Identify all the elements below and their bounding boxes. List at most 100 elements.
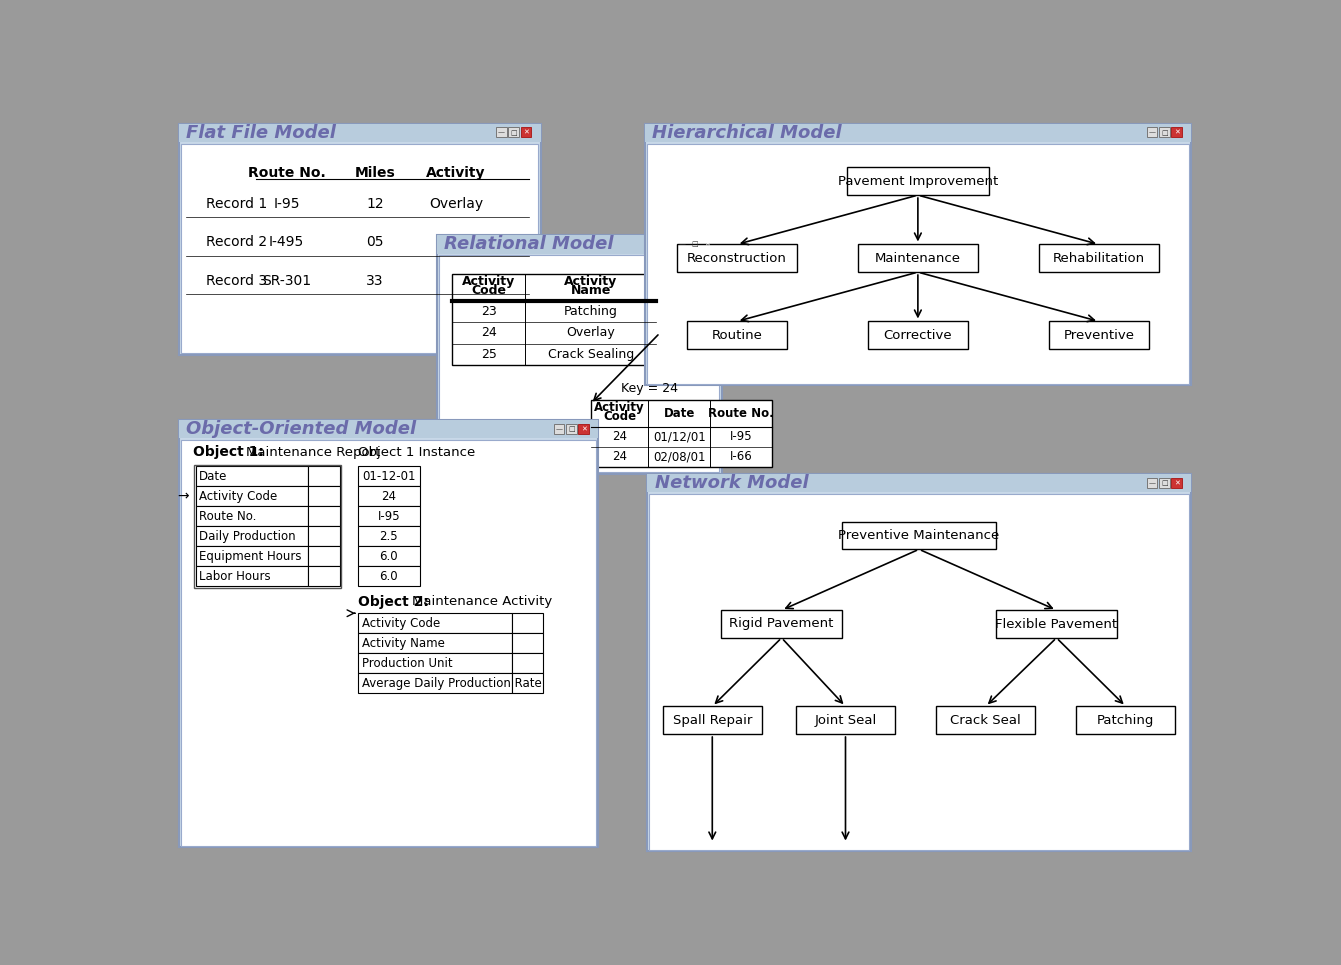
Text: Code: Code [603, 410, 636, 424]
Text: Activity: Activity [565, 275, 617, 288]
Text: —: — [555, 427, 563, 432]
FancyBboxPatch shape [797, 706, 894, 734]
FancyBboxPatch shape [1171, 478, 1181, 487]
FancyBboxPatch shape [512, 613, 543, 633]
Text: Crack Seal: Crack Seal [951, 714, 1021, 727]
Text: 25: 25 [480, 348, 496, 361]
Text: ✕: ✕ [523, 129, 528, 136]
Text: Record 3: Record 3 [205, 274, 267, 288]
Text: Record 2: Record 2 [205, 235, 267, 249]
Text: Name: Name [570, 284, 610, 297]
Text: Object 1 Instance: Object 1 Instance [358, 446, 475, 458]
FancyBboxPatch shape [566, 424, 577, 434]
Text: Route No.: Route No. [708, 406, 774, 420]
Text: ✕: ✕ [704, 241, 709, 247]
Text: 12: 12 [366, 197, 384, 210]
FancyBboxPatch shape [578, 424, 589, 434]
FancyBboxPatch shape [1147, 478, 1157, 487]
Text: Pavement Improvement: Pavement Improvement [838, 175, 998, 188]
FancyBboxPatch shape [178, 124, 540, 142]
Text: 05: 05 [366, 235, 384, 249]
FancyBboxPatch shape [437, 235, 721, 254]
FancyBboxPatch shape [196, 466, 308, 486]
FancyBboxPatch shape [645, 124, 1191, 142]
FancyBboxPatch shape [196, 486, 308, 507]
FancyBboxPatch shape [437, 235, 721, 474]
FancyBboxPatch shape [178, 420, 598, 847]
Text: 6.0: 6.0 [380, 550, 398, 563]
FancyBboxPatch shape [590, 400, 771, 467]
FancyBboxPatch shape [1159, 127, 1169, 137]
FancyBboxPatch shape [358, 613, 512, 633]
Text: Reconstruction: Reconstruction [687, 252, 787, 264]
FancyBboxPatch shape [1171, 127, 1181, 137]
Text: Route No.: Route No. [198, 510, 256, 523]
Text: Activity Code: Activity Code [198, 489, 278, 503]
Text: Activity: Activity [463, 275, 515, 288]
Text: SR-301: SR-301 [261, 274, 311, 288]
Text: 2.5: 2.5 [380, 530, 398, 542]
FancyBboxPatch shape [496, 127, 507, 137]
FancyBboxPatch shape [508, 127, 519, 137]
FancyBboxPatch shape [689, 239, 700, 249]
Text: 6.0: 6.0 [380, 569, 398, 583]
FancyBboxPatch shape [452, 274, 656, 366]
Text: Activity: Activity [426, 166, 485, 179]
Text: 33: 33 [366, 274, 384, 288]
FancyBboxPatch shape [720, 610, 842, 638]
FancyBboxPatch shape [646, 144, 1189, 384]
Text: I-66: I-66 [730, 451, 752, 463]
FancyBboxPatch shape [358, 466, 420, 486]
FancyBboxPatch shape [846, 167, 990, 195]
Text: I-95: I-95 [274, 197, 300, 210]
Text: →: → [177, 489, 189, 503]
Text: Daily Production: Daily Production [198, 530, 295, 542]
Text: Corrective: Corrective [884, 329, 952, 342]
Text: Network Model: Network Model [654, 474, 809, 492]
FancyBboxPatch shape [677, 239, 688, 249]
Text: Maintenance: Maintenance [874, 252, 961, 264]
Text: Key = 24: Key = 24 [621, 382, 679, 395]
Text: 01-12-01: 01-12-01 [362, 470, 416, 482]
FancyBboxPatch shape [512, 674, 543, 693]
Text: I-95: I-95 [730, 430, 752, 443]
FancyBboxPatch shape [308, 486, 341, 507]
FancyBboxPatch shape [1159, 478, 1169, 487]
Text: —: — [498, 129, 504, 136]
FancyBboxPatch shape [181, 144, 538, 353]
Text: I-495: I-495 [268, 235, 304, 249]
Text: Flexible Pavement: Flexible Pavement [995, 618, 1117, 630]
Text: Date: Date [664, 406, 695, 420]
Text: I-95: I-95 [378, 510, 400, 523]
Text: Activity Code: Activity Code [362, 617, 440, 630]
Text: —: — [1148, 481, 1156, 486]
Text: 24: 24 [611, 451, 628, 463]
FancyBboxPatch shape [308, 566, 341, 587]
Text: Activity Name: Activity Name [362, 637, 445, 649]
Text: Equipment Hours: Equipment Hours [198, 550, 302, 563]
Text: Record 1: Record 1 [205, 197, 267, 210]
FancyBboxPatch shape [439, 255, 719, 472]
Text: Patching: Patching [1097, 714, 1155, 727]
FancyBboxPatch shape [308, 526, 341, 546]
Text: Routine: Routine [712, 329, 763, 342]
Text: Rehabilitation: Rehabilitation [1053, 252, 1145, 264]
Text: Overlay: Overlay [566, 326, 616, 340]
FancyBboxPatch shape [858, 244, 978, 272]
FancyBboxPatch shape [178, 124, 540, 354]
FancyBboxPatch shape [995, 610, 1117, 638]
Text: 23: 23 [480, 305, 496, 317]
Text: Labor Hours: Labor Hours [198, 569, 271, 583]
Text: ✕: ✕ [1173, 481, 1180, 486]
Text: Code: Code [471, 284, 506, 297]
Text: Object-Oriented Model: Object-Oriented Model [186, 420, 417, 438]
Text: Preventive: Preventive [1063, 329, 1134, 342]
FancyBboxPatch shape [554, 424, 565, 434]
Text: Spall Repair: Spall Repair [673, 714, 752, 727]
Text: 02/08/01: 02/08/01 [653, 451, 705, 463]
FancyBboxPatch shape [196, 546, 308, 566]
Text: Object 2:: Object 2: [358, 594, 429, 609]
FancyBboxPatch shape [196, 566, 308, 587]
Text: Hierarchical Model: Hierarchical Model [652, 124, 842, 142]
Text: —: — [679, 241, 685, 247]
